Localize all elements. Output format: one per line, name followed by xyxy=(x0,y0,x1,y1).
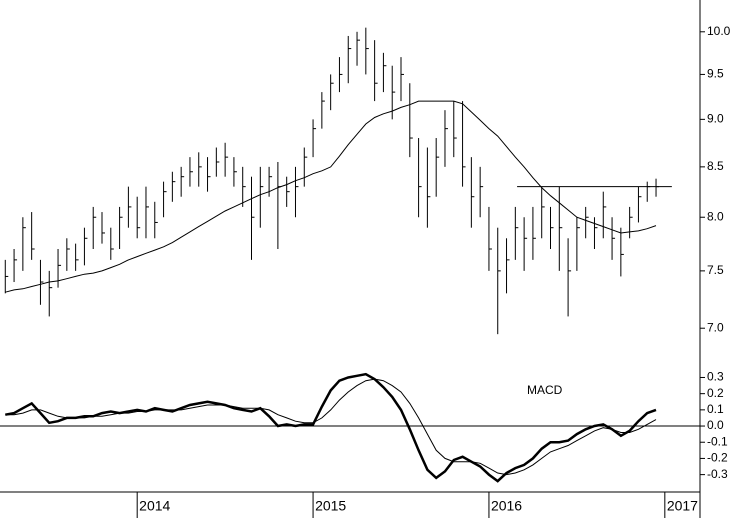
y-tick-label: -0.3 xyxy=(707,467,728,481)
y-tick-label: 0.0 xyxy=(707,418,724,432)
moving-average xyxy=(5,100,657,293)
y-tick-label: 9.5 xyxy=(707,67,724,81)
y-tick-label: -0.1 xyxy=(707,434,728,448)
y-tick-label: 7.0 xyxy=(707,320,724,334)
x-tick-label: 2016 xyxy=(491,498,522,514)
y-tick-label: 9.0 xyxy=(707,112,724,126)
annotation: MACD xyxy=(527,383,563,397)
signal-line xyxy=(5,378,657,476)
x-tick-label: 2015 xyxy=(315,498,346,514)
x-tick-label: 2017 xyxy=(667,498,698,514)
macd-line xyxy=(5,372,657,483)
y-tick-label: 8.5 xyxy=(707,159,724,173)
y-tick-label: 10.0 xyxy=(707,24,731,38)
y-tick-label: 0.2 xyxy=(707,386,724,400)
y-tick-label: 0.1 xyxy=(707,402,724,416)
y-tick-label: 0.3 xyxy=(707,370,724,384)
y-tick-label: -0.2 xyxy=(707,451,728,465)
x-tick-label: 2014 xyxy=(139,498,170,514)
y-tick-label: 7.5 xyxy=(707,263,724,277)
y-tick-label: 8.0 xyxy=(707,209,724,223)
